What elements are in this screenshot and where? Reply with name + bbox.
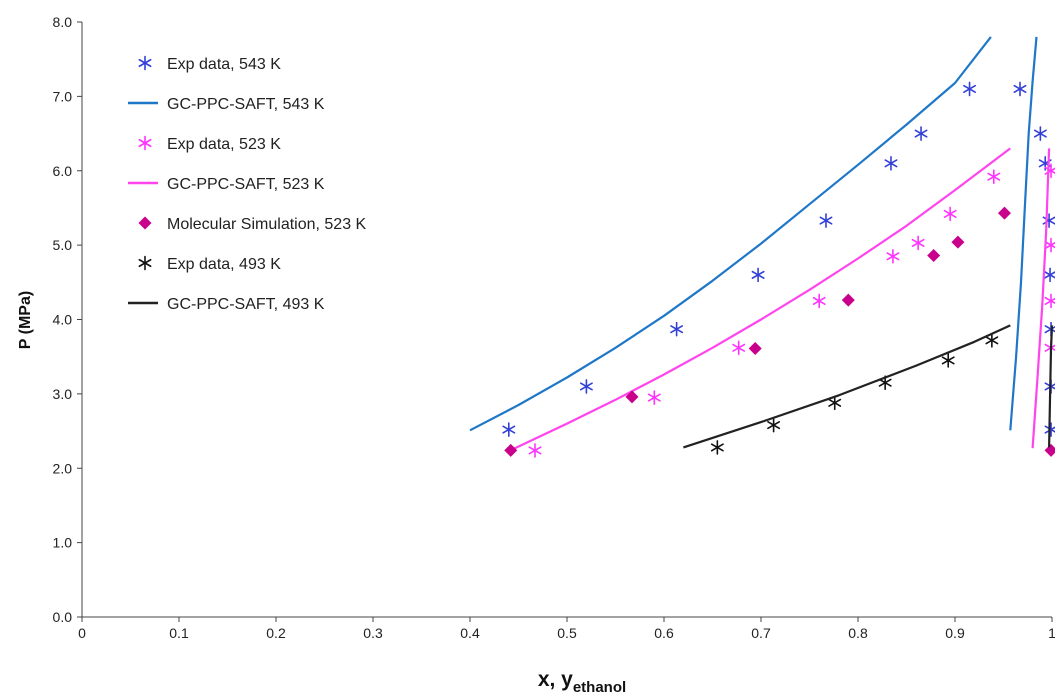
legend-item: GC-PPC-SAFT, 523 K <box>128 176 325 193</box>
data-point-3-6 <box>943 206 957 222</box>
legend-item: Exp data, 493 K <box>138 255 281 273</box>
data-point-6-3 <box>841 293 855 307</box>
x-tick-label: 0.6 <box>654 625 674 641</box>
data-point-7-5 <box>985 333 999 348</box>
data-point-3-3 <box>812 293 826 309</box>
legend-label: Exp data, 543 K <box>167 56 281 73</box>
data-point-6-5 <box>951 235 965 249</box>
data-point-3-1 <box>647 390 661 405</box>
data-point-7-2 <box>828 395 842 411</box>
y-tick-label: 5.0 <box>53 237 73 253</box>
data-point-0-11 <box>1042 213 1055 228</box>
y-tick-label: 6.0 <box>53 163 73 179</box>
data-point-0-8 <box>1013 81 1027 97</box>
y-tick-label: 1.0 <box>53 535 73 551</box>
series-line-2 <box>1009 36 1038 431</box>
data-point-3-5 <box>911 235 925 251</box>
x-tick-label: 0.7 <box>751 625 771 641</box>
legend-marker-swatch <box>138 135 152 151</box>
legend-item: Molecular Simulation, 523 K <box>138 216 367 233</box>
data-point-6-7 <box>1044 443 1055 457</box>
x-axis-label-main: x, y <box>538 668 573 691</box>
x-tick-label: 1 <box>1048 625 1055 641</box>
data-point-0-0 <box>502 422 516 437</box>
data-point-0-1 <box>579 379 593 394</box>
data-point-3-2 <box>732 340 746 356</box>
legend-marker-swatch <box>138 216 152 230</box>
legend-item: Exp data, 543 K <box>138 55 281 73</box>
legend-label: Exp data, 523 K <box>167 136 281 153</box>
series-line-1 <box>469 36 992 432</box>
legend-label: GC-PPC-SAFT, 493 K <box>167 296 325 313</box>
series-line-4 <box>508 147 1011 453</box>
data-point-6-2 <box>748 342 762 356</box>
data-point-6-4 <box>927 249 941 263</box>
data-point-0-7 <box>963 81 977 97</box>
legend-item: GC-PPC-SAFT, 543 K <box>128 96 325 113</box>
y-tick-label: 0.0 <box>53 609 73 625</box>
x-tick-label: 0 <box>78 625 86 641</box>
series-line-5 <box>1031 148 1051 449</box>
legend-label: GC-PPC-SAFT, 523 K <box>167 176 325 193</box>
y-tick-label: 8.0 <box>53 14 73 30</box>
legend-item: Exp data, 523 K <box>138 135 281 153</box>
data-point-7-0 <box>710 440 724 455</box>
data-point-0-9 <box>1033 126 1047 141</box>
data-point-0-4 <box>819 213 833 228</box>
x-tick-label: 0.4 <box>460 625 480 641</box>
legend-label: Exp data, 493 K <box>167 256 281 273</box>
y-tick-label: 3.0 <box>53 386 73 402</box>
legend-marker-swatch <box>138 55 152 71</box>
data-point-3-0 <box>528 443 542 458</box>
data-point-0-2 <box>670 321 684 337</box>
data-point-3-7 <box>987 169 1001 184</box>
x-tick-label: 0.9 <box>945 625 965 641</box>
data-point-7-4 <box>941 353 955 368</box>
x-tick-label: 0.1 <box>169 625 189 641</box>
legend-label: Molecular Simulation, 523 K <box>167 216 367 233</box>
series-line-9 <box>1048 325 1054 448</box>
data-point-0-3 <box>751 267 765 283</box>
legend-label: GC-PPC-SAFT, 543 K <box>167 96 325 113</box>
y-axis-label: P (MPa) <box>17 291 34 349</box>
y-tick-label: 4.0 <box>53 312 73 328</box>
data-point-7-1 <box>767 417 781 433</box>
data-point-3-4 <box>886 248 900 264</box>
data-point-3-10 <box>1044 293 1055 309</box>
series-line-8 <box>683 324 1011 449</box>
x-axis-label: x, yethanol <box>538 668 626 693</box>
legend-item: GC-PPC-SAFT, 493 K <box>128 296 325 313</box>
y-tick-label: 7.0 <box>53 88 73 104</box>
x-axis-label-sub: ethanol <box>573 679 626 693</box>
legend: Exp data, 543 K GC-PPC-SAFT, 543 K Exp dat… <box>128 55 367 313</box>
data-point-6-0 <box>504 443 518 457</box>
data-point-0-12 <box>1043 267 1055 283</box>
data-point-0-6 <box>914 126 928 141</box>
legend-marker-swatch <box>138 255 152 271</box>
plot-series <box>469 36 1055 458</box>
y-tick-label: 2.0 <box>53 460 73 476</box>
axes: 0.0 1.0 2.0 3.0 4.0 5.0 6.0 7.0 8.0 0 0.1 0.2 0.3 0.4… <box>53 14 1055 641</box>
data-point-3-9 <box>1044 237 1055 253</box>
x-tick-label: 0.3 <box>363 625 383 641</box>
data-point-0-13 <box>1044 321 1055 337</box>
x-tick-label: 0.5 <box>557 625 577 641</box>
x-tick-label: 0.8 <box>848 625 868 641</box>
data-point-6-6 <box>997 206 1011 220</box>
x-tick-label: 0.2 <box>266 625 286 641</box>
data-point-6-1 <box>625 390 639 404</box>
data-point-0-5 <box>884 156 898 171</box>
plot-area <box>469 36 1055 458</box>
